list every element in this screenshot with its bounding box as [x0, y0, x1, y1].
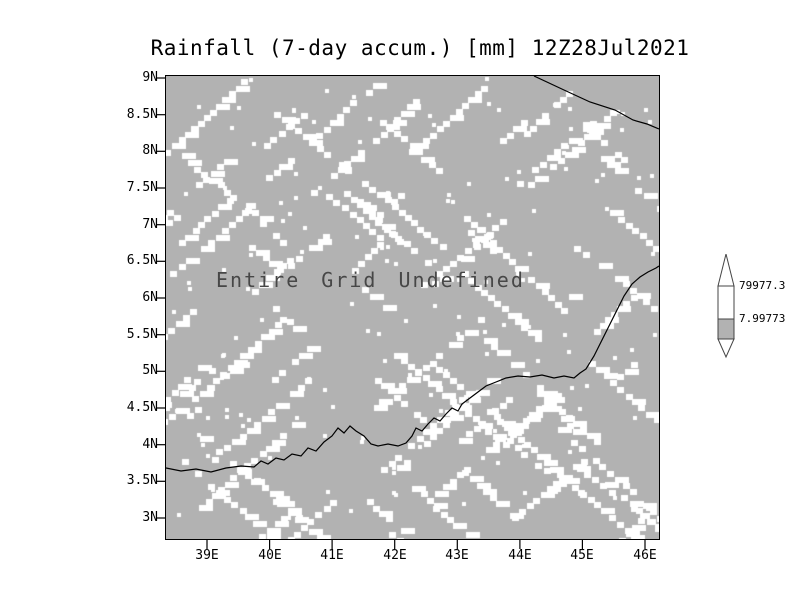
y-tick-label: 6.5N: [126, 253, 158, 268]
x-tick-label: 46E: [633, 548, 657, 563]
x-tick-label: 40E: [258, 548, 282, 563]
y-tick-label: 7.5N: [126, 180, 158, 195]
colorbar-top-arrow: [717, 254, 735, 287]
colorbar-label-low: 7.99773: [739, 312, 786, 325]
undefined-grid-label: Entire Grid Undefined: [216, 268, 525, 292]
x-tick-label: 43E: [445, 548, 469, 563]
y-tick-label: 8.5N: [126, 107, 158, 122]
y-tick-label: 6N: [142, 290, 158, 305]
colorbar-band-low: [717, 318, 735, 340]
colorbar-label-high: 79977.3: [739, 279, 786, 292]
y-tick-label: 5.5N: [126, 327, 158, 342]
y-tick-label: 4.5N: [126, 400, 158, 415]
coastline-main: [166, 265, 659, 473]
x-tick-label: 41E: [320, 548, 344, 563]
y-tick-label: 4N: [142, 437, 158, 452]
y-tick-label: 9N: [142, 70, 158, 85]
y-tick-label: 7N: [142, 217, 158, 232]
y-tick-label: 3.5N: [126, 473, 158, 488]
colorbar: [717, 254, 735, 359]
undefined-mask-pattern: [166, 76, 659, 539]
coastline-overlay: [166, 76, 659, 473]
colorbar-bottom-arrow: [717, 338, 735, 359]
x-tick-label: 45E: [570, 548, 594, 563]
y-tick-label: 3N: [142, 510, 158, 525]
x-tick-label: 42E: [383, 548, 407, 563]
colorbar-band-mid: [717, 285, 735, 320]
y-tick-label: 8N: [142, 143, 158, 158]
coastline-north: [533, 76, 659, 130]
y-tick-label: 5N: [142, 363, 158, 378]
map-plot-area: Entire Grid Undefined: [165, 75, 660, 540]
x-tick-label: 39E: [195, 548, 219, 563]
plot-title: Rainfall (7-day accum.) [mm] 12Z28Jul202…: [150, 36, 690, 60]
x-tick-label: 44E: [508, 548, 532, 563]
